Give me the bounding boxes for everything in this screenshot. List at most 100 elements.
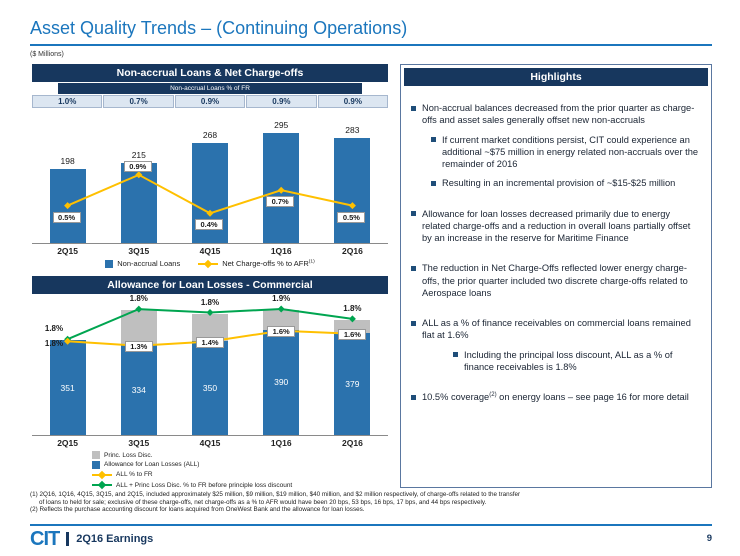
bar-swatch-icon <box>92 451 100 459</box>
highlight-subitem: If current market conditions persist, CI… <box>431 134 699 171</box>
x-label: 2Q15 <box>57 438 78 448</box>
highlight-item: Allowance for loan losses decreased prim… <box>411 208 699 245</box>
net-chargeoff-pct-label: 0.7% <box>266 196 295 208</box>
bullet-icon <box>411 394 416 400</box>
footnotes: (1) 2Q16, 1Q16, 4Q15, 3Q15, and 2Q15, in… <box>30 491 732 514</box>
princ-loss-disc-bar <box>192 313 228 341</box>
highlight-item: 10.5% coverage(2) on energy loans – see … <box>411 391 699 403</box>
footer: CIT 2Q16 Earnings <box>30 529 153 549</box>
page-number: 9 <box>706 533 712 544</box>
legend-item-princ-loss: Princ. Loss Disc. <box>92 451 388 459</box>
cit-logo: CIT <box>30 528 60 550</box>
highlight-item: ALL as a % of finance receivables on com… <box>411 317 699 342</box>
princ-loss-disc-bar <box>120 310 157 345</box>
legend-label: Allowance for Loan Losses (ALL) <box>104 461 200 468</box>
highlight-text: The reduction in Net Charge-Offs reflect… <box>422 263 688 298</box>
allowance-chart-panel: Allowance for Loan Losses - Commercial 3… <box>32 276 388 491</box>
all-pct-label: 1.3% <box>124 340 153 352</box>
gross-pct-label: 1.8% <box>44 324 64 334</box>
legend-label: ALL + Princ Loss Disc. % to FR before pr… <box>116 481 293 489</box>
chart1-title: Non-accrual Loans & Net Charge-offs <box>32 64 388 82</box>
gross-pct-label: 1.8% <box>129 294 148 304</box>
footer-separator <box>66 532 70 546</box>
all-pct-label: 1.6% <box>338 328 367 340</box>
bar-swatch-icon <box>105 259 114 268</box>
nonaccrual-bar-value: 268 <box>202 130 218 141</box>
highlight-subitem: Including the principal loss discount, A… <box>453 349 699 374</box>
highlights-body: Non-accrual balances decreased from the … <box>401 89 711 404</box>
allowance-bar-value: 334 <box>131 384 146 395</box>
footnote-line: of loans to held for sale; exclusive of … <box>39 498 487 506</box>
nonaccrual-bar-value: 198 <box>60 156 75 167</box>
highlight-text: Allowance for loan losses decreased prim… <box>422 208 691 244</box>
bullet-icon <box>411 105 416 111</box>
all-pct-label: 1.6% <box>267 325 296 337</box>
x-label: 4Q15 <box>199 246 221 256</box>
legend-label: ALL % to FR <box>116 471 153 478</box>
chart2-x-axis: 2Q15 3Q15 4Q15 1Q16 2Q16 <box>32 436 388 448</box>
chart2-plot-area: 351 334 350 390 379 1.8% 1.8% 1.8% 1.9% 1.8% 1.8% 1… <box>32 294 388 436</box>
legend-item-netchargeoffs: Net Charge-offs % to AFR(1) <box>198 259 315 268</box>
highlight-text: ALL as a % of finance receivables on com… <box>422 318 691 341</box>
nonaccrual-bar-value: 283 <box>345 124 360 135</box>
bar-swatch-icon <box>92 460 100 469</box>
gross-pct-label: 1.8% <box>343 303 362 313</box>
nonaccrual-bar <box>334 137 371 243</box>
legend-label: Princ. Loss Disc. <box>104 451 153 459</box>
net-chargeoff-pct-label: 0.5% <box>52 211 81 223</box>
x-label: 1Q16 <box>270 246 292 256</box>
footnote-line: (2) Reflects the purchase accounting dis… <box>30 506 365 514</box>
allowance-bar-value: 350 <box>202 382 218 393</box>
gross-pct-label: 1.9% <box>272 294 291 303</box>
highlight-item: The reduction in Net Charge-Offs reflect… <box>411 262 699 299</box>
line-swatch-icon <box>92 470 112 479</box>
nonaccrual-bar-value: 295 <box>274 120 289 130</box>
allowance-bar <box>120 344 157 435</box>
nonaccrual-chart-panel: Non-accrual Loans & Net Charge-offs Non-… <box>32 64 389 268</box>
chart1-legend: Non-accrual Loans Net Charge-offs % to A… <box>32 259 388 268</box>
chart1-fr-pct-row: 1.0% 0.7% 0.9% 0.9% 0.9% <box>32 95 389 108</box>
net-chargeoff-pct-label: 0.4% <box>195 219 223 231</box>
title-underline <box>30 44 712 46</box>
legend-item-all-pct: ALL % to FR <box>92 470 388 479</box>
x-label: 3Q15 <box>128 438 150 448</box>
allowance-bar <box>49 340 86 435</box>
fr-pct-cell: 1.0% <box>32 95 103 108</box>
highlights-panel: Highlights Non-accrual balances decrease… <box>400 64 712 488</box>
allowance-bar-value: 390 <box>274 377 289 388</box>
bullet-icon <box>411 211 416 217</box>
all-pct-label: 1.8% <box>44 339 64 349</box>
highlight-subitem: Resulting in an incremental provision of… <box>431 177 699 189</box>
highlight-text: Non-accrual balances decreased from the … <box>422 103 695 126</box>
x-label: 1Q16 <box>270 438 292 448</box>
chart1-x-axis: 2Q15 3Q15 4Q15 1Q16 2Q16 <box>32 244 388 256</box>
x-label: 2Q15 <box>57 246 78 256</box>
bullet-icon <box>411 265 416 271</box>
x-label: 3Q15 <box>128 246 150 256</box>
footer-earnings-label: 2Q16 Earnings <box>76 533 154 545</box>
net-chargeoffs-line <box>64 171 356 217</box>
fr-pct-cell: 0.9% <box>246 95 317 108</box>
allowance-bar-value: 351 <box>60 382 75 393</box>
highlight-text: Resulting in an incremental provision of… <box>442 178 676 189</box>
legend-label: Non-accrual Loans <box>117 259 181 268</box>
page-title: Asset Quality Trends – (Continuing Opera… <box>30 18 408 38</box>
x-label: 2Q16 <box>342 438 363 448</box>
chart2-title: Allowance for Loan Losses - Commercial <box>32 276 388 294</box>
highlight-item: Non-accrual balances decreased from the … <box>411 102 699 127</box>
fr-pct-cell: 0.9% <box>317 95 389 108</box>
units-label: ($ Millions) <box>30 51 64 58</box>
bullet-icon <box>431 180 436 186</box>
fr-pct-cell: 0.9% <box>174 95 246 108</box>
highlight-text: 10.5% coverage(2) on energy loans – see … <box>422 392 689 403</box>
fr-pct-cell: 0.7% <box>103 95 174 108</box>
highlight-text: Including the principal loss discount, A… <box>464 349 673 372</box>
chart1-subheader: Non-accrual Loans % of FR <box>58 83 362 94</box>
net-chargeoff-pct-label: 0.9% <box>123 160 152 172</box>
bullet-icon <box>411 320 416 326</box>
all-pct-label: 1.4% <box>196 336 224 348</box>
allowance-lines <box>64 305 356 350</box>
legend-item-nonaccrual: Non-accrual Loans <box>105 259 180 268</box>
x-label: 2Q16 <box>342 246 363 256</box>
